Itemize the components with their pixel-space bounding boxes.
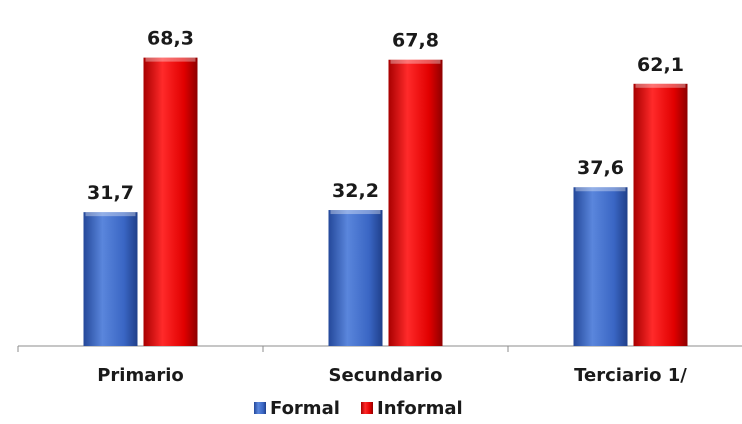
data-label-informal-terciario-1: 62,1 — [637, 54, 684, 76]
category-label-secundario: Secundario — [329, 365, 443, 386]
legend-swatch-formal — [254, 402, 266, 414]
bar-informal-secundario — [388, 59, 443, 346]
bar-top-highlight — [390, 59, 441, 64]
data-label-formal-primario: 31,7 — [87, 182, 134, 204]
bar-top-highlight — [145, 57, 196, 62]
category-label-terciario-1: Terciario 1/ — [574, 365, 687, 386]
data-label-formal-secundario: 32,2 — [332, 180, 379, 202]
bar-formal-secundario — [328, 210, 383, 346]
bars-layer — [83, 57, 688, 347]
legend: Formal Informal — [254, 398, 463, 419]
bar-top-highlight — [330, 210, 381, 215]
data-label-informal-primario: 68,3 — [147, 28, 194, 50]
bar-top-highlight — [635, 83, 686, 88]
data-label-informal-secundario: 67,8 — [392, 30, 439, 52]
legend-label-formal: Formal — [270, 398, 340, 419]
category-label-primario: Primario — [97, 365, 184, 386]
bar-informal-terciario-1 — [633, 83, 688, 347]
data-label-formal-terciario-1: 37,6 — [577, 157, 624, 179]
bar-top-highlight — [575, 187, 626, 192]
bar-informal-primario — [143, 57, 198, 346]
legend-swatch-informal — [361, 402, 373, 414]
legend-label-informal: Informal — [377, 398, 463, 419]
bar-formal-terciario-1 — [573, 187, 628, 346]
axis-layer — [17, 345, 742, 352]
bar-formal-primario — [83, 212, 138, 346]
bar-top-highlight — [85, 212, 136, 217]
labels-layer: 31,7 68,3 Primario 32,2 67,8 Secundario 37,6 62… — [87, 28, 687, 386]
